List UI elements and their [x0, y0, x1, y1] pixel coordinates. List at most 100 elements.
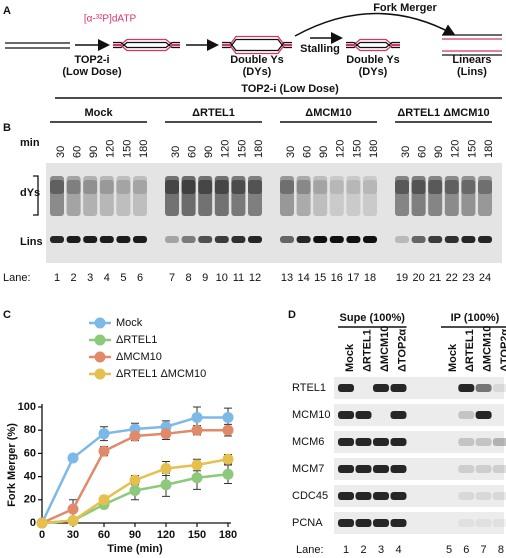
blot-band	[355, 519, 372, 527]
lane-number: 2	[71, 272, 77, 284]
blot-band	[373, 438, 389, 446]
blot-band	[355, 411, 372, 419]
gel-smear	[66, 180, 81, 194]
gel-smear	[428, 180, 443, 194]
lane-number: 10	[216, 272, 228, 284]
gel-smear	[461, 180, 476, 194]
dna-strand	[222, 41, 292, 52]
gel-smear	[50, 180, 64, 194]
gel-band	[66, 236, 81, 243]
data-point	[67, 515, 79, 527]
lane-number: 13	[281, 272, 293, 284]
data-point	[160, 479, 172, 491]
lane-number: 8	[498, 544, 504, 556]
dna-strand	[113, 38, 180, 46]
time-label: 180	[253, 140, 265, 158]
blot-band	[338, 384, 354, 392]
time-label: 120	[335, 140, 347, 158]
lane-number: 21	[429, 272, 441, 284]
blot-band	[492, 438, 506, 446]
y-tick-label: 0	[30, 517, 36, 529]
blot-band	[390, 384, 407, 392]
row-label: MCM7	[292, 463, 324, 475]
gel-band	[165, 236, 179, 243]
dna-strand	[222, 35, 292, 46]
y-tick-label: 40	[24, 471, 36, 483]
lane-number: 7	[481, 544, 487, 556]
data-point	[67, 503, 79, 515]
blot-band	[475, 411, 492, 419]
gel-band	[181, 236, 196, 243]
lane-number: 6	[463, 544, 469, 556]
gel-smear	[99, 180, 114, 194]
dna-strand	[222, 44, 292, 55]
gel-smear	[198, 180, 213, 194]
gel-band	[296, 236, 311, 243]
gel-band	[478, 236, 492, 243]
structure-label: Double Ys	[346, 54, 400, 66]
group-label: Supe (100%)	[340, 312, 406, 324]
lane-number: 12	[249, 272, 261, 284]
structure-label: Linears	[452, 54, 491, 66]
data-point	[36, 517, 48, 529]
lane-number: 20	[412, 272, 424, 284]
lane-number: 4	[104, 272, 110, 284]
group-label: ΔRTEL1	[192, 107, 235, 119]
blot-band	[338, 519, 354, 527]
gel-smear	[165, 180, 179, 194]
lane-number: 18	[364, 272, 376, 284]
blot-band	[355, 465, 372, 473]
legend-label: ΔRTEL1	[116, 334, 157, 346]
gel-smear	[363, 176, 377, 216]
data-point	[129, 485, 141, 497]
gel-smear	[478, 176, 492, 216]
data-point	[160, 428, 172, 440]
dna-strand	[346, 41, 400, 49]
time-label: 30	[170, 146, 182, 158]
data-point	[222, 424, 234, 436]
lane-number: 24	[479, 272, 491, 284]
blot-band	[475, 384, 492, 392]
gel-smear	[411, 176, 426, 216]
time-label: 60	[187, 146, 199, 158]
column-label: ΔMCM10	[379, 326, 391, 372]
gel	[46, 163, 502, 263]
lane-number: 23	[462, 272, 474, 284]
time-label: 150	[236, 140, 248, 158]
x-tick-label: 0	[39, 529, 45, 541]
gel-smear	[411, 180, 426, 194]
data-point	[222, 411, 234, 423]
blot-band	[458, 519, 475, 527]
gel-smear	[214, 176, 229, 216]
blot-band	[390, 519, 407, 527]
gel-smear	[346, 176, 361, 216]
legend-marker	[94, 317, 106, 329]
treatment-label: TOP2-i	[74, 54, 109, 66]
blot-band	[373, 465, 389, 473]
dna-strand	[346, 38, 400, 46]
data-point	[98, 494, 110, 506]
legend-label: Mock	[116, 317, 143, 329]
lane-number: 7	[169, 272, 175, 284]
blot-band	[458, 492, 475, 500]
gel-band	[313, 236, 328, 243]
legend-label: ΔRTEL1 ΔMCM10	[116, 368, 206, 380]
blot-band	[492, 492, 506, 500]
lane-number: 8	[186, 272, 192, 284]
lane-label: Lane:	[3, 272, 31, 284]
column-label: ΔTOP2α	[396, 329, 408, 372]
dna-strand	[113, 41, 180, 49]
group-label: Mock	[84, 107, 113, 119]
column-label: ΔRTEL1	[361, 329, 373, 372]
gel-smear	[198, 176, 213, 216]
lane-number: 1	[54, 272, 60, 284]
gel-smear	[296, 180, 311, 194]
panel-label: B	[3, 122, 11, 134]
x-axis-label: Time (min)	[107, 543, 163, 555]
lane-number: 2	[360, 544, 366, 556]
x-tick-label: 120	[157, 529, 175, 541]
structure-label: (DYs)	[359, 66, 388, 78]
gel-band	[329, 236, 344, 243]
data-point	[67, 452, 79, 464]
gel-band	[198, 236, 213, 243]
